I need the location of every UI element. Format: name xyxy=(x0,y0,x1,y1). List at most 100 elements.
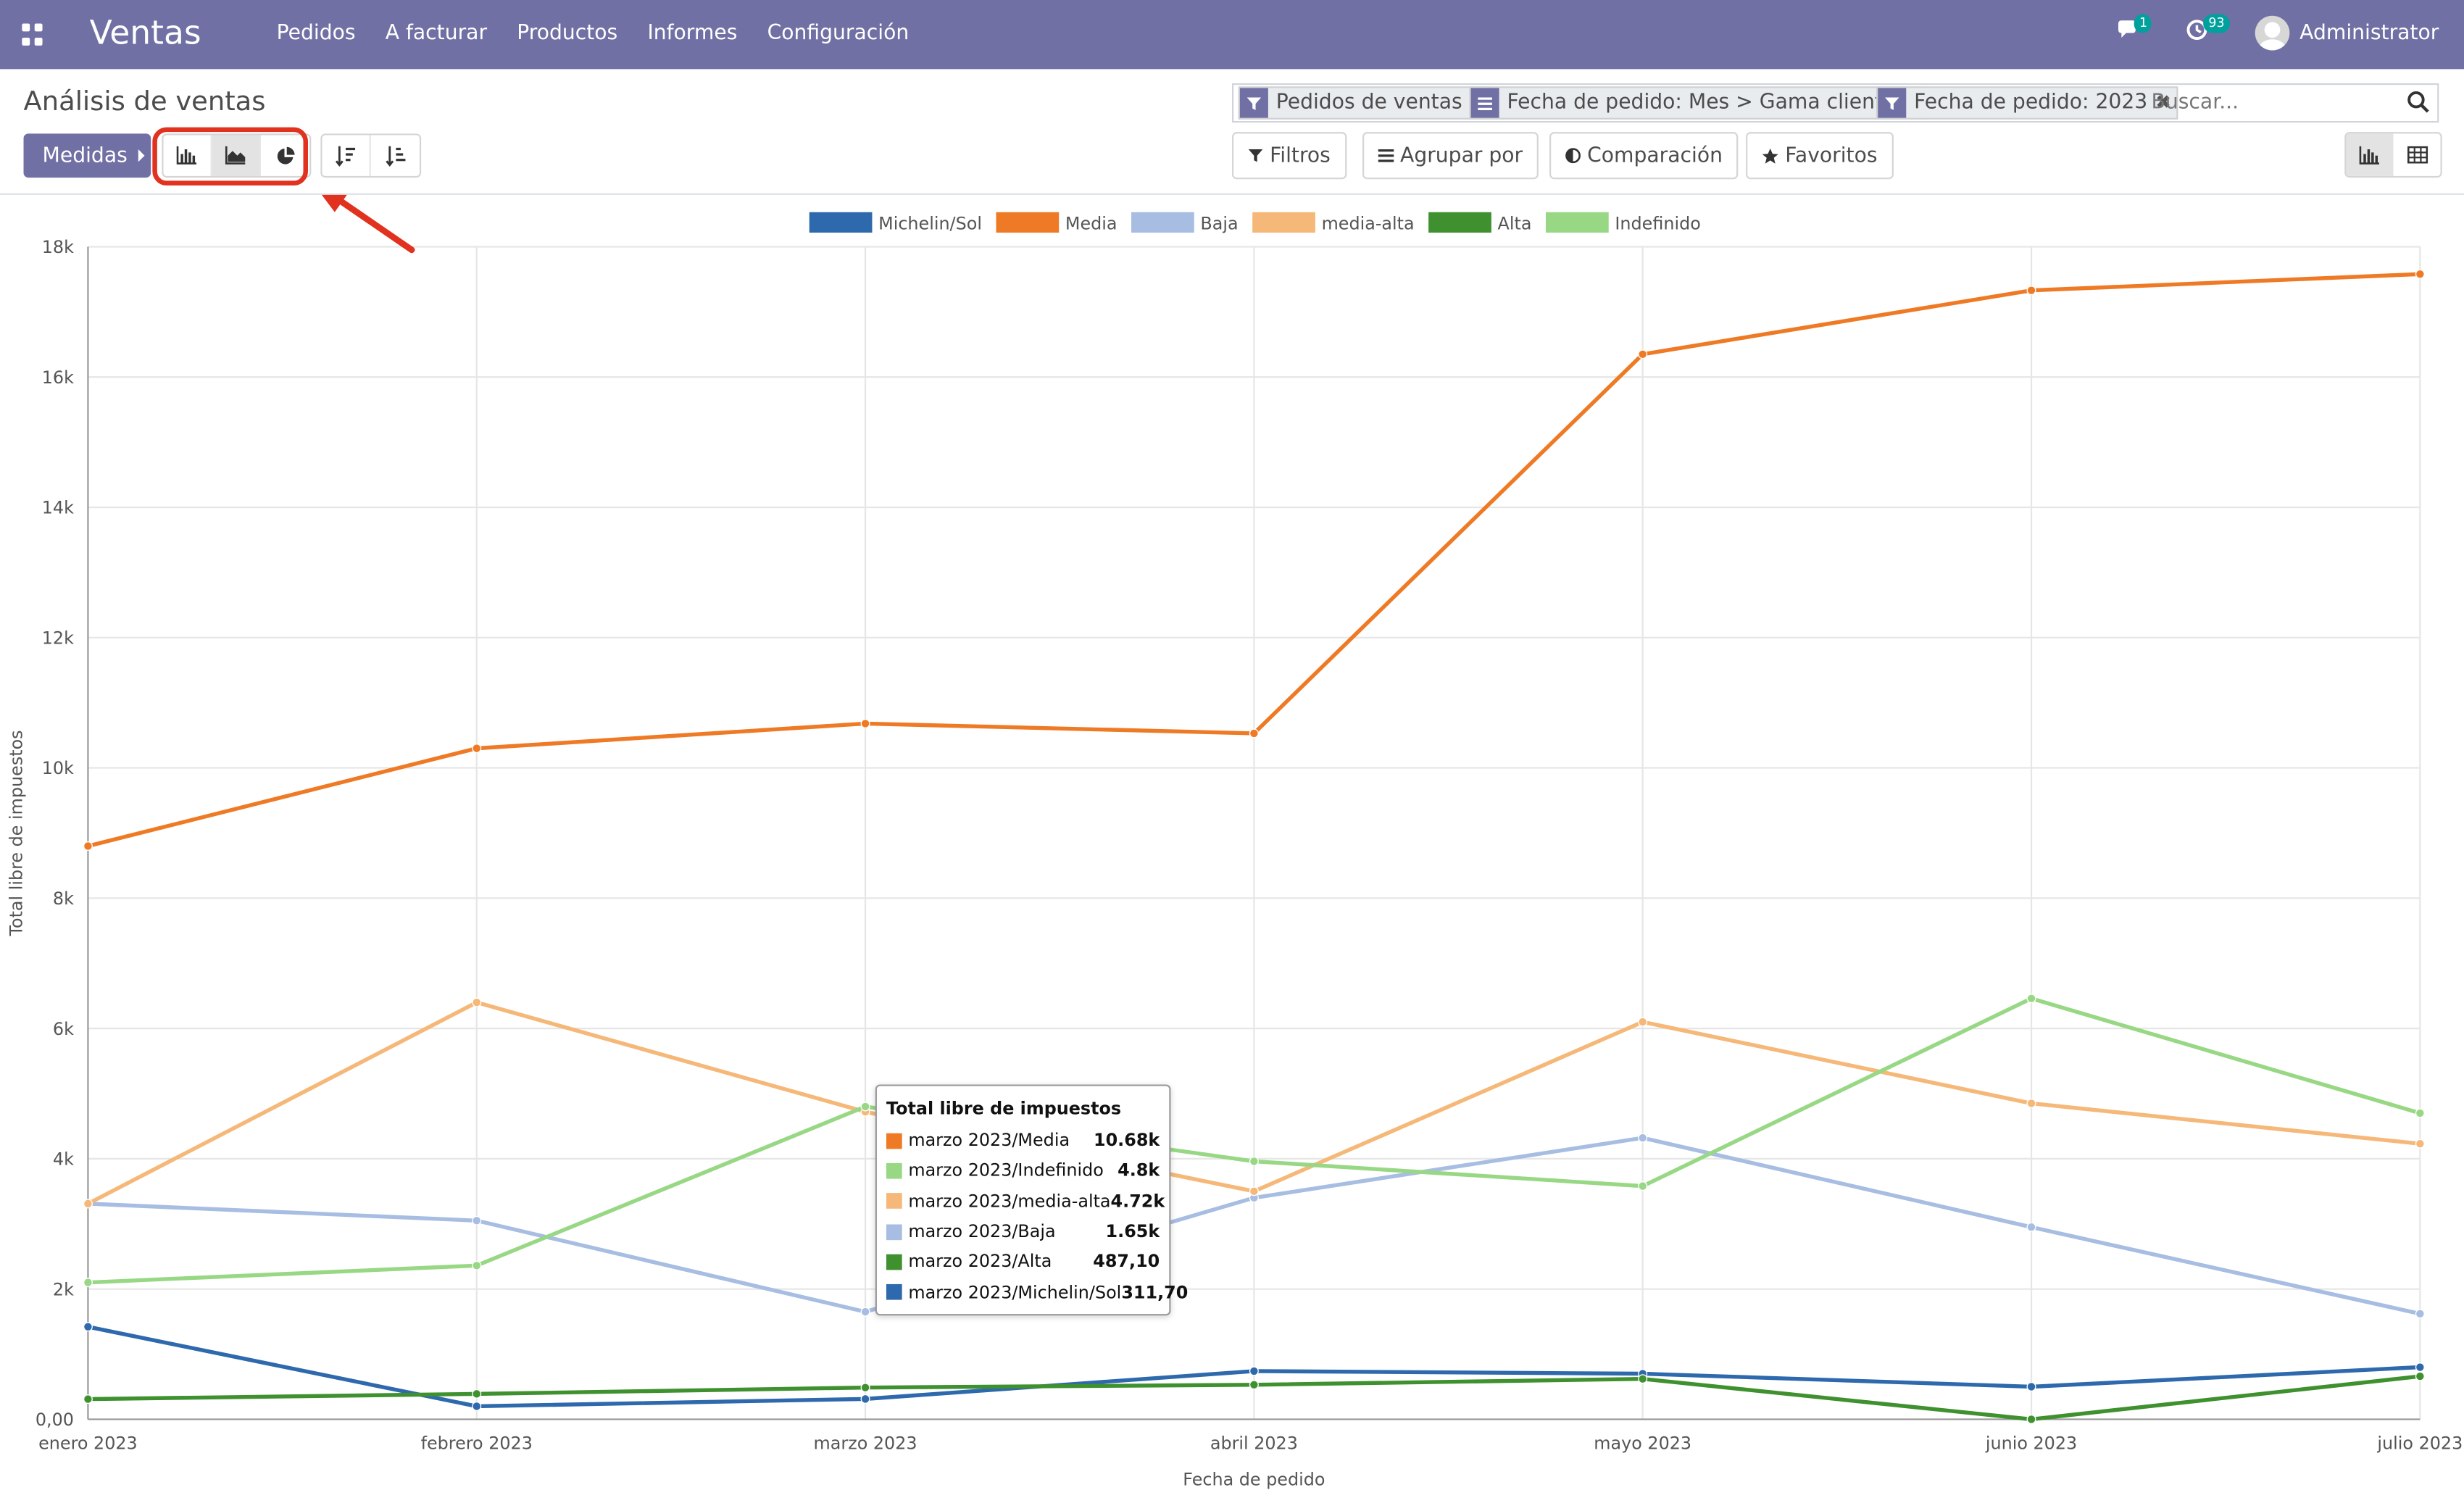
tooltip-label: marzo 2023/Indefinido xyxy=(908,1160,1104,1181)
data-point xyxy=(860,1102,870,1112)
bar-chart-icon xyxy=(2359,145,2379,164)
legend-swatch xyxy=(1252,212,1315,233)
tooltip-value: 4.8k xyxy=(1117,1160,1160,1181)
filters-label: Filtros xyxy=(1270,143,1331,167)
graph-view-button[interactable] xyxy=(2346,133,2394,176)
filter-icon xyxy=(1248,149,1263,162)
tooltip-swatch xyxy=(886,1254,902,1270)
favorites-button[interactable]: Favoritos xyxy=(1746,132,1894,180)
area-chart-icon xyxy=(225,146,246,165)
messaging-menu[interactable]: 1 xyxy=(2118,14,2152,47)
data-point xyxy=(83,1322,93,1332)
menu-item-a-facturar[interactable]: A facturar xyxy=(385,22,488,46)
caret-right-icon xyxy=(138,149,145,162)
tooltip-label: marzo 2023/Baja xyxy=(908,1221,1056,1242)
tooltip-swatch xyxy=(886,1284,902,1300)
data-point xyxy=(1638,1017,1648,1027)
sort-ascending-button[interactable] xyxy=(371,136,420,176)
legend-label: media-alta xyxy=(1322,214,1415,234)
menu-item-pedidos[interactable]: Pedidos xyxy=(276,22,356,46)
favorites-label: Favoritos xyxy=(1785,143,1878,167)
legend-label: Media xyxy=(1065,214,1117,234)
legend-swatch xyxy=(1545,212,1609,233)
apps-menu-icon[interactable] xyxy=(22,23,43,46)
tooltip-rows: marzo 2023/Media 10.68k marzo 2023/Indefin… xyxy=(886,1125,1188,1307)
legend-item: Baja xyxy=(1131,212,1239,234)
app-brand[interactable]: Ventas xyxy=(89,14,201,52)
y-tick-label: 2k xyxy=(53,1279,74,1299)
user-name[interactable]: Administrator xyxy=(2299,21,2439,45)
tooltip-label: marzo 2023/Media xyxy=(908,1130,1070,1151)
y-tick-label: 16k xyxy=(42,367,74,388)
search-bar: Pedidos de ventas ✖ Fecha de pedido: Mes… xyxy=(1232,83,2439,123)
y-tick-label: 18k xyxy=(42,237,74,257)
bar-chart-button[interactable] xyxy=(164,135,212,176)
comparison-button[interactable]: Comparación xyxy=(1549,132,1739,180)
chart-tooltip: Total libre de impuestos marzo 2023/Medi… xyxy=(875,1084,1188,1316)
x-tick-label: marzo 2023 xyxy=(814,1433,917,1454)
legend-item: Indefinido xyxy=(1545,212,1701,234)
data-point xyxy=(1249,728,1259,738)
data-point xyxy=(2415,1362,2425,1373)
menu-item-productos[interactable]: Productos xyxy=(517,22,618,46)
data-point xyxy=(860,718,870,728)
legend-swatch xyxy=(996,212,1060,233)
data-point xyxy=(860,1307,870,1317)
tooltip-swatch xyxy=(886,1193,902,1210)
measures-button[interactable]: Medidas xyxy=(23,133,151,178)
legend-item: media-alta xyxy=(1252,212,1415,234)
pie-chart-icon xyxy=(277,146,295,164)
filters-button[interactable]: Filtros xyxy=(1232,132,1347,180)
messages-badge: 1 xyxy=(2134,14,2152,33)
tooltip-row: marzo 2023/media-alta 4.72k xyxy=(886,1186,1165,1217)
legend-label: Baja xyxy=(1200,214,1238,234)
measures-label: Medidas xyxy=(42,143,128,167)
data-point xyxy=(2415,1371,2425,1381)
sort-descending-button[interactable] xyxy=(322,135,371,176)
groupby-button[interactable]: Agrupar por xyxy=(1362,132,1539,180)
y-tick-label: 10k xyxy=(42,758,74,778)
tooltip-label: marzo 2023/Alta xyxy=(908,1252,1052,1273)
legend-label: Michelin/Sol xyxy=(878,214,982,234)
legend-swatch xyxy=(1428,212,1491,233)
data-point xyxy=(2415,1108,2425,1118)
data-point xyxy=(1249,1366,1259,1376)
search-input[interactable] xyxy=(2151,88,2403,118)
data-point xyxy=(860,1383,870,1393)
data-point xyxy=(2415,269,2425,279)
tooltip-label: marzo 2023/media-alta xyxy=(908,1191,1111,1212)
menu-item-informes[interactable]: Informes xyxy=(647,22,738,46)
y-tick-label: 0,00 xyxy=(36,1410,74,1430)
data-point xyxy=(1249,1186,1259,1196)
star-icon xyxy=(1762,147,1778,163)
adjust-icon xyxy=(1565,148,1581,164)
tooltip-row: marzo 2023/Alta 487,10 xyxy=(886,1246,1160,1277)
tooltip-swatch xyxy=(886,1162,902,1179)
tooltip-row: marzo 2023/Baja 1.65k xyxy=(886,1216,1160,1246)
page-title: Análisis de ventas xyxy=(23,86,266,118)
facet-label: Pedidos de ventas xyxy=(1275,91,1462,115)
user-avatar[interactable] xyxy=(2255,15,2291,51)
activity-menu[interactable]: 93 xyxy=(2186,14,2230,47)
x-tick-label: febrero 2023 xyxy=(421,1433,533,1454)
x-tick-label: mayo 2023 xyxy=(1594,1433,1691,1454)
line-chart-button[interactable] xyxy=(212,135,261,176)
data-point xyxy=(472,1260,482,1270)
y-tick-label: 8k xyxy=(53,888,74,909)
legend-item: Alta xyxy=(1428,212,1531,234)
search-icon[interactable] xyxy=(2406,90,2431,115)
search-facet-date: Fecha de pedido: 2023 ✖ xyxy=(1876,86,2178,120)
data-point xyxy=(2415,1139,2425,1149)
data-point xyxy=(472,1389,482,1399)
y-axis-title: Total libre de impuestos xyxy=(6,730,26,936)
legend-swatch xyxy=(809,212,873,233)
pivot-view-button[interactable] xyxy=(2393,133,2440,176)
sort-descending-icon xyxy=(335,146,356,167)
pie-chart-button[interactable] xyxy=(261,136,309,176)
top-navbar: Ventas Pedidos A facturar Productos Info… xyxy=(0,0,2464,70)
menu-item-configuracion[interactable]: Configuración xyxy=(767,22,910,46)
data-point xyxy=(83,1394,93,1404)
tooltip-label: marzo 2023/Michelin/Sol xyxy=(908,1281,1122,1303)
y-tick-label: 14k xyxy=(42,498,74,518)
